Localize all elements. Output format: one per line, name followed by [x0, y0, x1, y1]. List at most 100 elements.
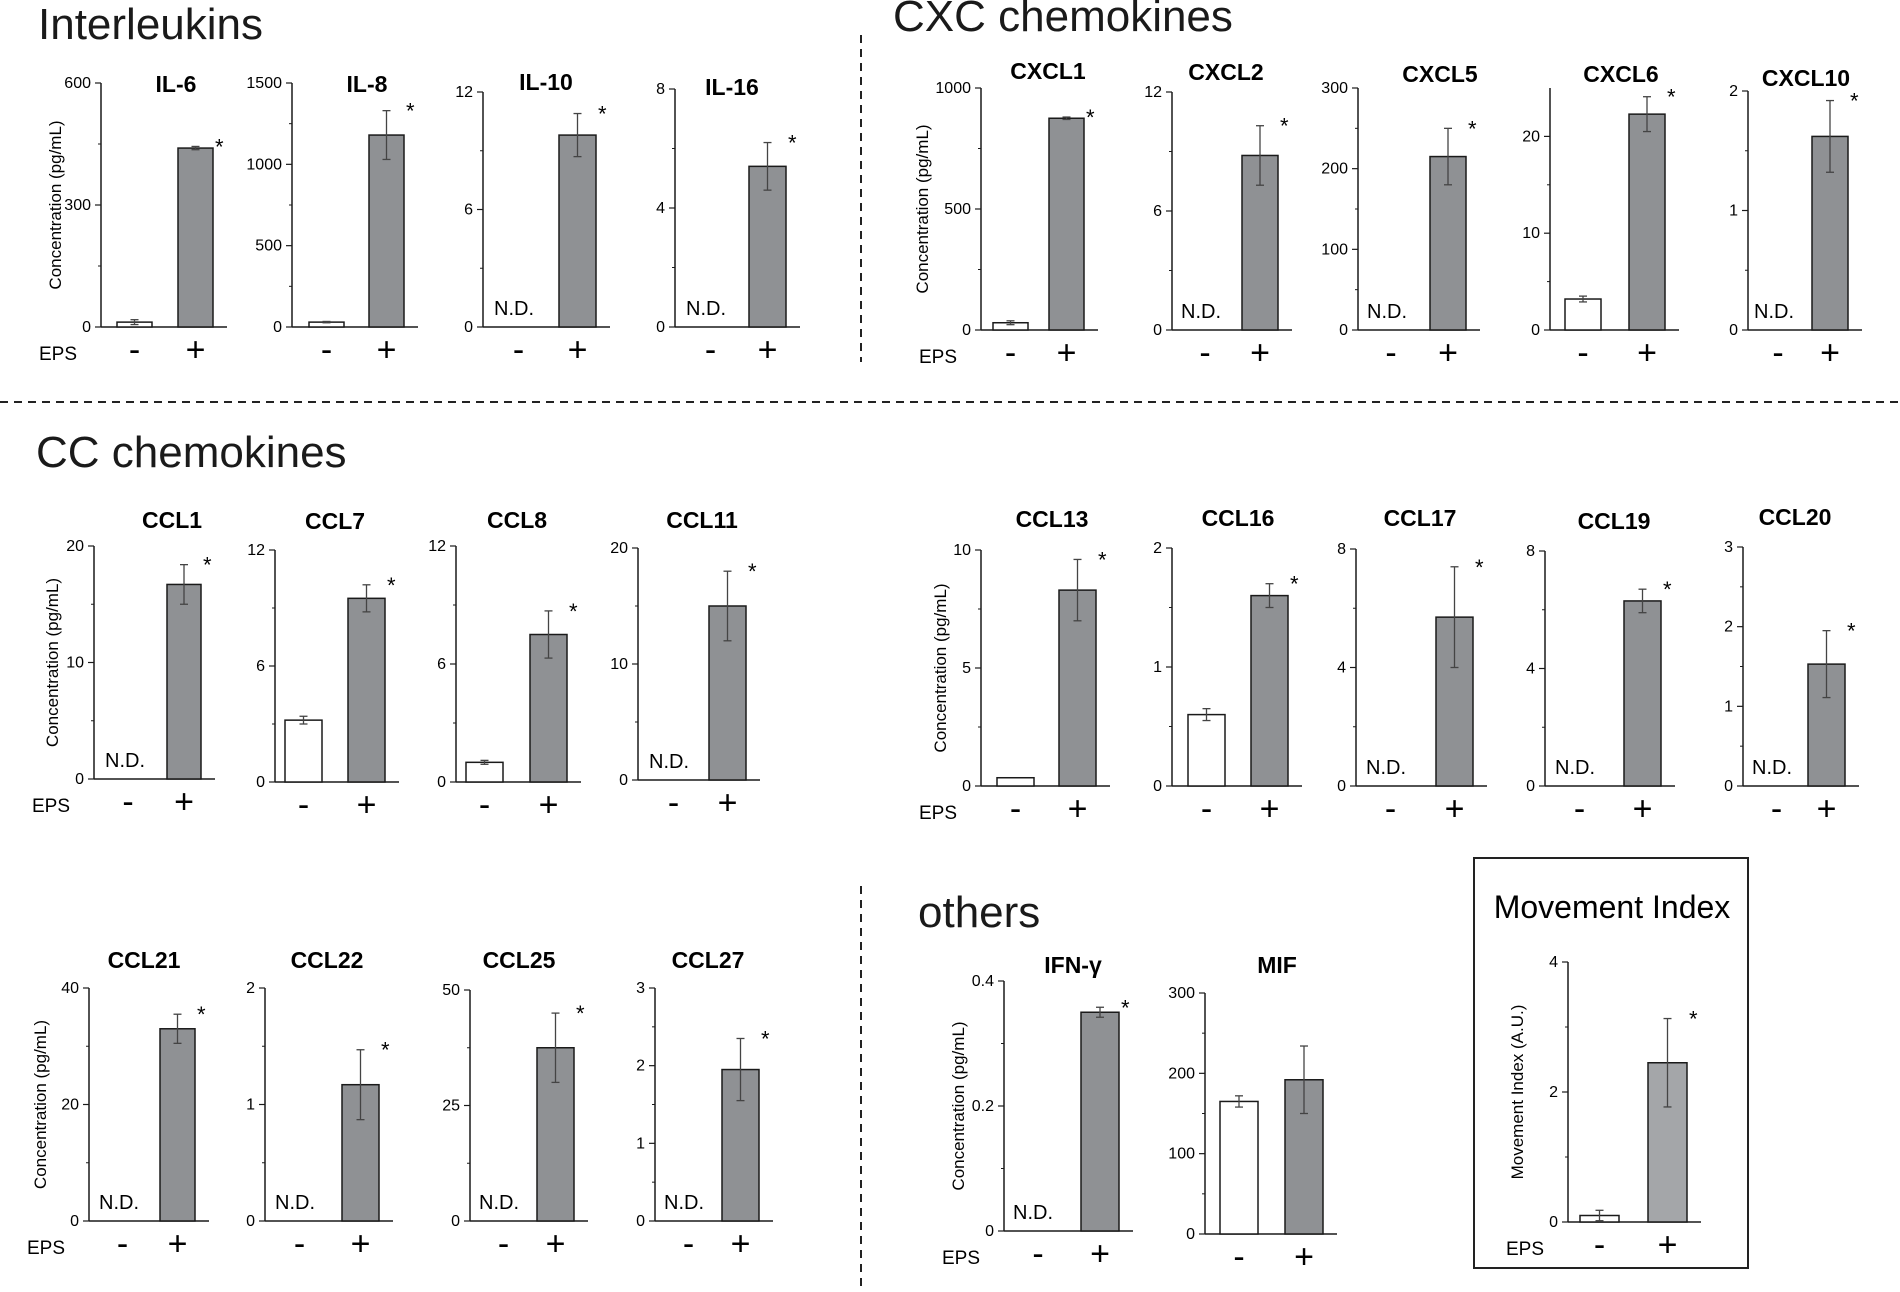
y-tick-label: 0	[1531, 322, 1540, 339]
nd-label: N.D.	[664, 1192, 704, 1214]
y-tick-label: 1000	[935, 80, 971, 97]
section-title-cc-chemokines: CC chemokines	[36, 428, 347, 477]
category-minus: -	[117, 1225, 128, 1263]
significance-star: *	[1689, 1007, 1698, 1032]
y-tick-label: 3	[636, 980, 645, 997]
bar-control	[1564, 298, 1602, 331]
y-tick-label: 40	[61, 980, 79, 997]
category-plus: +	[377, 331, 397, 369]
chart-title: CXCL2	[1188, 59, 1263, 85]
category-minus: -	[1772, 334, 1783, 372]
category-plus: +	[1445, 790, 1465, 828]
y-tick-label: 1	[636, 1135, 645, 1152]
nd-label: N.D.	[1181, 301, 1221, 323]
chart-title: CCL25	[483, 947, 556, 973]
y-tick-label: 0	[246, 1213, 255, 1230]
y-tick-label: 300	[1321, 80, 1348, 97]
category-minus: -	[1574, 790, 1585, 828]
y-tick-label: 0.4	[972, 973, 994, 990]
chart-title: CCL17	[1384, 505, 1457, 531]
category-minus: -	[1385, 334, 1396, 372]
bar-eps	[368, 134, 405, 328]
y-tick-label: 0	[985, 1223, 994, 1240]
y-tick-label: 5	[962, 660, 971, 677]
chart-title: CXCL1	[1010, 58, 1086, 84]
section-title-others: others	[918, 888, 1041, 937]
chart-title: MIF	[1257, 952, 1297, 978]
chart-title: IFN-γ	[1044, 952, 1102, 978]
y-tick-label: 0	[82, 319, 91, 336]
y-tick-label: 12	[247, 542, 265, 559]
y-tick-label: 0	[1153, 778, 1162, 795]
significance-star: *	[1086, 105, 1095, 130]
significance-star: *	[1098, 547, 1107, 572]
nd-label: N.D.	[105, 750, 145, 772]
category-plus: +	[1438, 334, 1458, 372]
chart-title: CXCL5	[1402, 61, 1478, 87]
nd-label: N.D.	[1752, 757, 1792, 779]
bar-eps	[1250, 594, 1289, 787]
category-plus: +	[1817, 790, 1837, 828]
chart-title: IL-6	[156, 71, 197, 97]
bar-eps	[558, 134, 597, 328]
y-tick-label: 0	[75, 771, 84, 788]
category-plus: +	[1633, 790, 1653, 828]
y-tick-label: 2	[636, 1058, 645, 1075]
y-tick-label: 25	[442, 1098, 460, 1115]
section-title-cxc-chemokines: CXC chemokines	[893, 0, 1233, 41]
chart-title: IL-16	[705, 74, 759, 100]
bar-eps	[159, 1028, 196, 1222]
nd-label: N.D.	[1367, 301, 1407, 323]
nd-label: N.D.	[686, 298, 726, 320]
y-tick-label: 300	[64, 197, 91, 214]
y-tick-label: 2	[1724, 619, 1733, 636]
y-tick-label: 1	[1724, 698, 1733, 715]
y-tick-label: 0	[70, 1213, 79, 1230]
eps-label: EPS	[919, 803, 957, 824]
y-tick-label: 10	[953, 542, 971, 559]
category-plus: +	[568, 331, 588, 369]
significance-star: *	[598, 102, 607, 127]
y-tick-label: 4	[1549, 954, 1558, 971]
eps-label: EPS	[32, 796, 70, 817]
category-minus: -	[683, 1225, 694, 1263]
significance-star: *	[748, 559, 757, 584]
y-tick-label: 0	[1339, 322, 1348, 339]
y-tick-label: 1	[246, 1097, 255, 1114]
y-tick-label: 0	[1724, 778, 1733, 795]
category-minus: -	[129, 331, 140, 369]
y-tick-label: 6	[437, 656, 446, 673]
y-tick-label: 4	[1526, 661, 1535, 678]
eps-label: EPS	[942, 1248, 980, 1269]
significance-star: *	[1121, 995, 1130, 1020]
y-tick-label: 0	[437, 774, 446, 791]
category-plus: +	[1637, 334, 1657, 372]
nd-label: N.D.	[1555, 757, 1595, 779]
chart-title: CXCL10	[1762, 65, 1850, 91]
category-minus: -	[321, 331, 332, 369]
category-plus: +	[1250, 334, 1270, 372]
y-tick-label: 10	[610, 656, 628, 673]
significance-star: *	[1290, 572, 1299, 597]
nd-label: N.D.	[649, 751, 689, 773]
bar-eps	[347, 597, 386, 783]
nd-label: N.D.	[494, 298, 534, 320]
y-tick-label: 8	[656, 81, 665, 98]
y-tick-label: 0	[464, 319, 473, 336]
eps-label: EPS	[919, 347, 957, 368]
category-minus: -	[1594, 1226, 1605, 1264]
significance-star: *	[1663, 577, 1672, 602]
y-tick-label: 10	[66, 655, 84, 672]
category-minus: -	[1577, 334, 1588, 372]
y-tick-label: 8	[1526, 543, 1535, 560]
nd-label: N.D.	[1754, 301, 1794, 323]
